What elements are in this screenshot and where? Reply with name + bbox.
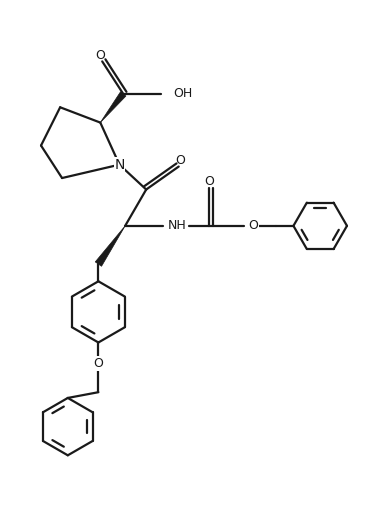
Text: O: O bbox=[204, 176, 214, 188]
Text: O: O bbox=[176, 154, 185, 168]
Text: O: O bbox=[248, 219, 258, 232]
Polygon shape bbox=[95, 226, 125, 267]
Text: O: O bbox=[94, 357, 103, 370]
Polygon shape bbox=[100, 92, 126, 122]
Text: O: O bbox=[95, 49, 105, 62]
Text: NH: NH bbox=[167, 219, 186, 232]
Text: N: N bbox=[114, 157, 125, 172]
Text: OH: OH bbox=[173, 87, 192, 101]
